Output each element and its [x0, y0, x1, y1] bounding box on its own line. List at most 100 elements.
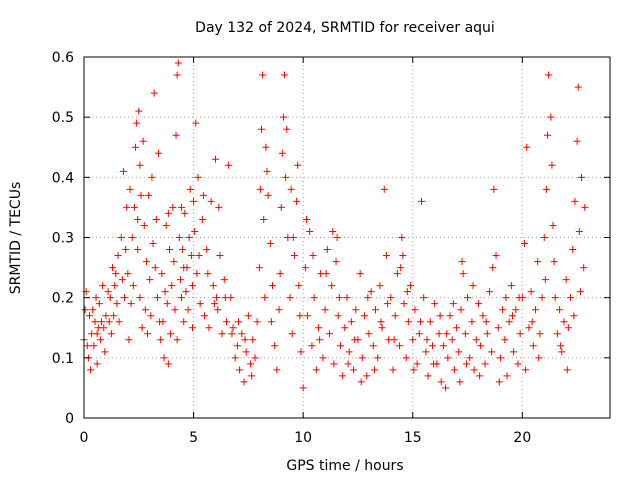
- data-point: [215, 203, 223, 211]
- data-point: [173, 336, 181, 344]
- data-point: [415, 330, 423, 338]
- data-point: [174, 59, 182, 67]
- x-tick-label: 15: [404, 430, 422, 446]
- data-point: [479, 312, 487, 320]
- data-point: [199, 191, 207, 199]
- data-point: [396, 342, 404, 350]
- data-point: [319, 354, 327, 362]
- data-point: [523, 143, 531, 151]
- data-point: [117, 234, 125, 241]
- data-point: [481, 360, 489, 368]
- data-point: [378, 324, 386, 332]
- data-point: [115, 318, 123, 326]
- data-point: [371, 306, 379, 314]
- data-point: [580, 264, 588, 272]
- data-point: [180, 318, 188, 326]
- data-point: [494, 324, 502, 332]
- data-point: [569, 246, 577, 254]
- data-point: [323, 246, 331, 254]
- data-point: [175, 234, 183, 241]
- data-point: [364, 294, 372, 302]
- data-point: [384, 300, 392, 308]
- data-point: [576, 288, 584, 296]
- data-point: [147, 312, 155, 320]
- grid: [84, 57, 610, 418]
- data-point: [171, 306, 179, 314]
- data-point: [144, 330, 152, 338]
- x-tick-label: 5: [189, 430, 198, 446]
- data-point: [182, 288, 190, 296]
- data-point: [173, 71, 181, 79]
- data-point: [136, 161, 144, 169]
- data-point: [89, 306, 97, 314]
- data-point: [316, 336, 324, 344]
- data-point: [268, 282, 276, 290]
- data-point: [459, 270, 467, 278]
- data-point: [204, 270, 212, 278]
- data-point: [578, 173, 586, 181]
- data-point: [344, 360, 352, 368]
- x-tick-label: 20: [513, 430, 531, 446]
- data-point: [178, 294, 186, 302]
- data-point: [286, 294, 294, 302]
- data-point: [423, 336, 431, 344]
- data-point: [201, 312, 209, 320]
- data-point: [172, 131, 180, 139]
- data-point: [194, 173, 202, 181]
- data-point: [287, 185, 295, 193]
- data-point: [528, 318, 536, 326]
- data-point: [470, 366, 478, 374]
- data-point: [341, 324, 349, 332]
- data-point: [188, 324, 196, 332]
- data-point: [436, 312, 444, 320]
- data-point: [184, 306, 192, 314]
- data-point: [127, 300, 135, 308]
- data-point: [222, 318, 230, 326]
- x-tick-label: 10: [294, 430, 312, 446]
- data-point: [464, 294, 472, 302]
- data-point: [186, 185, 194, 193]
- data-point: [214, 306, 222, 314]
- data-point: [273, 366, 281, 374]
- data-point: [212, 155, 219, 163]
- data-point: [290, 252, 298, 260]
- data-point: [535, 354, 543, 362]
- data-point: [263, 167, 271, 175]
- data-point: [315, 324, 323, 332]
- data-point: [220, 276, 228, 284]
- data-point: [472, 336, 480, 344]
- data-point: [229, 324, 237, 332]
- data-point: [92, 294, 100, 302]
- data-point: [410, 366, 418, 374]
- data-point: [462, 360, 470, 368]
- data-point: [185, 234, 193, 241]
- data-point: [510, 348, 518, 356]
- data-point: [581, 203, 589, 211]
- data-point: [210, 300, 218, 308]
- data-point: [129, 282, 137, 290]
- data-point: [515, 294, 523, 302]
- data-point: [488, 348, 496, 356]
- data-point: [179, 246, 187, 254]
- data-point: [247, 360, 255, 368]
- data-point: [264, 191, 272, 199]
- data-point: [512, 306, 520, 314]
- data-point: [188, 282, 196, 290]
- data-point: [221, 294, 229, 302]
- data-point: [573, 137, 581, 145]
- data-point: [93, 360, 101, 368]
- data-point: [413, 360, 421, 368]
- data-point: [571, 197, 579, 205]
- data-point: [256, 185, 264, 193]
- data-point: [98, 318, 106, 326]
- data-point: [276, 270, 284, 278]
- data-point: [213, 294, 221, 302]
- data-point: [251, 354, 259, 362]
- data-point: [195, 252, 203, 260]
- data-point: [95, 300, 103, 308]
- data-point: [387, 294, 395, 302]
- data-point: [456, 378, 464, 386]
- data-point: [101, 348, 109, 356]
- data-point: [382, 252, 390, 260]
- data-point: [529, 342, 537, 350]
